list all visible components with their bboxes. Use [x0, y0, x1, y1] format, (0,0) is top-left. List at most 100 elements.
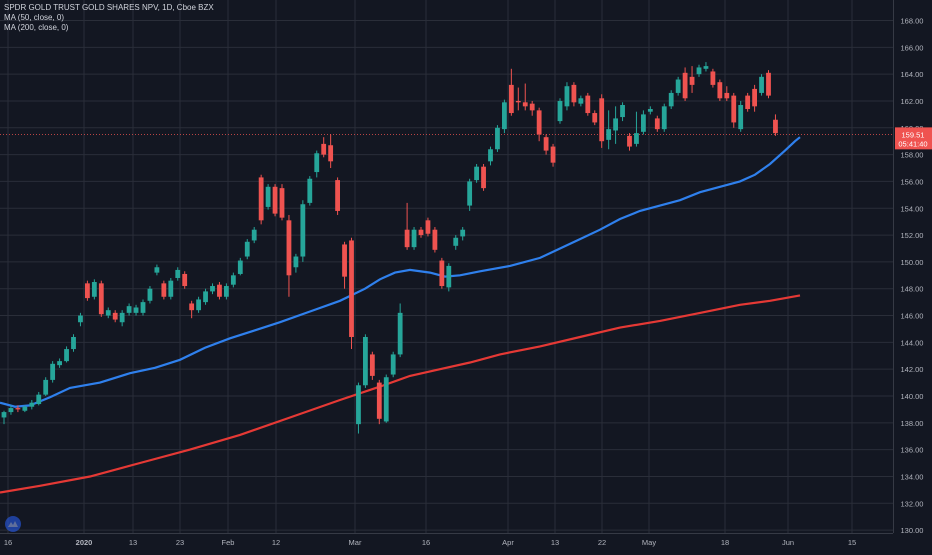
- candle-body: [15, 408, 21, 410]
- candle-body: [376, 382, 382, 419]
- candle-body: [22, 406, 28, 411]
- candle-body: [57, 361, 62, 366]
- candle-body: [105, 310, 111, 316]
- y-tick-label: 132.00: [901, 499, 924, 508]
- candle-body: [467, 181, 473, 206]
- candle-body: [529, 103, 535, 111]
- y-tick-label: 156.00: [901, 177, 924, 186]
- x-tick-label: Feb: [222, 538, 235, 547]
- candle-body: [411, 229, 417, 248]
- y-tick-label: 158.00: [901, 151, 924, 160]
- y-tick-label: 162.00: [901, 97, 924, 106]
- candle-body: [766, 72, 771, 96]
- y-tick-label: 134.00: [901, 472, 924, 481]
- candle-body: [536, 110, 542, 135]
- candle-body: [404, 229, 410, 248]
- candle-body: [224, 286, 229, 297]
- y-tick-label: 138.00: [901, 419, 924, 428]
- candle-body: [745, 95, 751, 110]
- candle-body: [112, 312, 118, 320]
- x-tick-label: 2020: [76, 538, 93, 547]
- candle-body: [140, 302, 146, 313]
- x-tick-label: May: [642, 538, 656, 547]
- candle-body: [175, 269, 181, 278]
- candle-body: [85, 283, 90, 299]
- candle-body: [731, 95, 737, 123]
- x-tick-label: Jun: [782, 538, 794, 547]
- candle-body: [571, 84, 577, 103]
- x-tick-label: 16: [4, 538, 12, 547]
- candle-body: [759, 76, 764, 93]
- y-tick-label: 142.00: [901, 365, 924, 374]
- candle-body: [502, 102, 507, 130]
- candle-body: [363, 336, 368, 386]
- candle-body: [78, 315, 83, 323]
- candle-body: [286, 220, 292, 276]
- candle-body: [710, 71, 716, 85]
- candle-body: [50, 363, 56, 380]
- candle-body: [272, 186, 278, 214]
- candle-body: [369, 354, 375, 376]
- y-tick-label: 148.00: [901, 285, 924, 294]
- candle-body: [43, 379, 49, 395]
- candle-body: [495, 127, 500, 150]
- candle-body: [154, 267, 160, 273]
- price-label-box: [895, 127, 932, 150]
- y-tick-label: 168.00: [901, 17, 924, 26]
- candle-body: [210, 286, 215, 292]
- candle-body: [91, 282, 97, 297]
- candle-body: [550, 146, 556, 163]
- candle-body: [689, 76, 695, 85]
- candle-body: [126, 306, 132, 313]
- candle-body: [647, 109, 653, 112]
- candle-body: [446, 265, 452, 288]
- candle-body: [196, 299, 201, 311]
- candle-body: [557, 100, 563, 122]
- candle-body: [133, 307, 139, 313]
- candle-body: [738, 104, 744, 130]
- candle-body: [613, 118, 618, 131]
- candle-body: [599, 98, 605, 142]
- y-tick-label: 144.00: [901, 338, 924, 347]
- candle-body: [265, 186, 271, 207]
- candle-body: [8, 408, 14, 413]
- ma50-line: [0, 136, 801, 408]
- candle-body: [696, 67, 702, 75]
- y-tick-label: 136.00: [901, 446, 924, 455]
- candle-body: [654, 118, 660, 130]
- candle-body: [585, 95, 591, 114]
- y-tick-label: 150.00: [901, 258, 924, 267]
- candle-body: [432, 229, 438, 250]
- candle-body: [564, 86, 570, 107]
- candle-body: [328, 145, 334, 162]
- y-tick-label: 152.00: [901, 231, 924, 240]
- candle-body: [641, 114, 646, 132]
- legend-symbol: SPDR GOLD TRUST GOLD SHARES NPV, 1D, Cbo…: [4, 3, 214, 12]
- candle-body: [342, 244, 347, 277]
- y-tick-label: 130.00: [901, 526, 924, 535]
- candle-body: [773, 119, 778, 134]
- candle-body: [675, 79, 681, 93]
- candle-body: [439, 260, 445, 287]
- candle-body: [335, 180, 340, 211]
- x-tick-label: 15: [848, 538, 856, 547]
- candle-body: [522, 102, 528, 107]
- candle-body: [356, 385, 361, 425]
- x-tick-label: 23: [176, 538, 184, 547]
- candle-body: [293, 256, 299, 268]
- candle-body: [237, 260, 243, 274]
- candle-body: [1, 412, 7, 418]
- tradingview-logo-icon[interactable]: [5, 516, 21, 532]
- candle-body: [578, 98, 584, 104]
- candle-body: [515, 100, 521, 103]
- x-tick-label: Mar: [349, 538, 362, 547]
- candle-body: [321, 143, 327, 155]
- candle-body: [488, 149, 493, 162]
- candle-body: [390, 354, 396, 375]
- candle-body: [592, 113, 598, 123]
- candle-body: [453, 237, 459, 246]
- y-tick-label: 166.00: [901, 43, 924, 52]
- candle-body: [383, 377, 389, 422]
